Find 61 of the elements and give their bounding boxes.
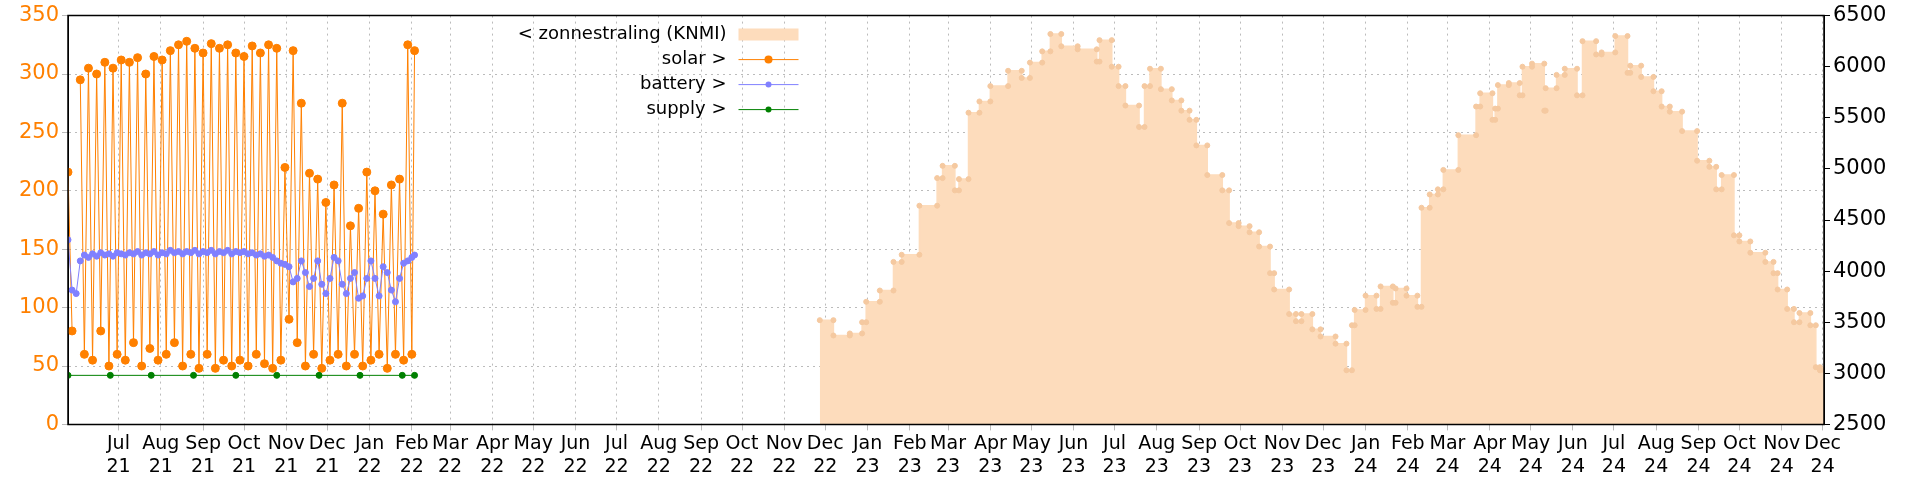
x-tick-label: Mar 24 [1429,430,1466,476]
y-tick-label: 250 [18,118,59,143]
x-tick-label: Jul 23 [1102,430,1127,476]
x-tick-label: Nov 21 [267,430,305,476]
y2-tick-label: 3500 [1833,308,1887,333]
legend-label: supply > [646,97,727,119]
x-tick-label: Mar 22 [432,430,469,476]
x-tick-label: Dec 23 [1304,430,1342,476]
y-tick-label: 300 [18,60,59,85]
x-tick-label: Sep 24 [1680,430,1717,476]
x-tick-label: Mar 23 [930,430,967,476]
y2-tick-label: 5000 [1833,155,1887,180]
x-tick-label: Apr 22 [475,430,509,476]
x-tick-label: Apr 24 [1473,430,1507,476]
x-tick-label: Apr 23 [973,430,1007,476]
y2-tick-label: 4500 [1833,206,1887,231]
x-tick-label: Nov 22 [765,430,803,476]
x-tick-label: Sep 23 [1181,430,1217,476]
x-tick-label: Nov 24 [1763,430,1801,476]
x-tick-label: Oct 22 [725,430,759,476]
x-tick-label: Feb 24 [1391,430,1425,476]
x-tick-label: Oct 21 [227,430,261,476]
x-tick-label: Jun 24 [1557,430,1588,476]
x-tick-label: Jul 21 [106,430,131,476]
y-tick-label: 150 [18,235,59,260]
x-tick-label: Dec 21 [308,430,346,476]
x-tick-label: Feb 23 [893,430,927,476]
x-tick-label: Jan 22 [353,430,385,476]
x-tick-label: Oct 23 [1223,430,1257,476]
x-tick-label: Aug 24 [1637,430,1675,476]
x-tick-label: Sep 21 [185,430,221,476]
x-tick-label: May 22 [513,430,553,476]
y2-tick-label: 6000 [1833,53,1887,78]
x-tick-label: Dec 22 [806,430,844,476]
x-tick-label: Jun 22 [559,430,591,476]
y2-tick-label: 4000 [1833,257,1887,282]
x-tick-label: Jan 24 [1349,430,1381,476]
x-tick-label: Jun 23 [1057,430,1089,476]
x-tick-label: Feb 22 [395,430,429,476]
x-tick-label: Nov 23 [1263,430,1301,476]
x-tick-label: Aug 23 [1138,430,1176,476]
legend-label: < zonnestraling (KNMI) [517,22,727,44]
x-tick-label: Jan 23 [851,430,883,476]
y-tick-label: 350 [18,2,59,27]
y2-tick-label: 5500 [1833,104,1887,129]
x-tick-label: May 24 [1511,430,1551,476]
y2-tick-label: 3000 [1833,359,1887,384]
y-tick-label: 200 [18,177,59,202]
y-tick-label: 50 [32,352,59,377]
x-tick-label: Oct 24 [1722,430,1756,476]
y-tick-label: 100 [18,294,59,319]
y2-tick-label: 6500 [1833,2,1887,27]
legend-label: battery > [639,72,727,94]
x-tick-label: Aug 22 [640,430,678,476]
x-tick-label: Sep 22 [683,430,719,476]
legend-label: solar > [661,47,727,69]
x-tick-label: Jul 24 [1601,430,1626,476]
x-tick-label: May 23 [1011,430,1051,476]
y-tick-label: 0 [45,410,59,435]
x-tick-label: Aug 21 [142,430,180,476]
x-tick-label: Jul 22 [604,430,629,476]
